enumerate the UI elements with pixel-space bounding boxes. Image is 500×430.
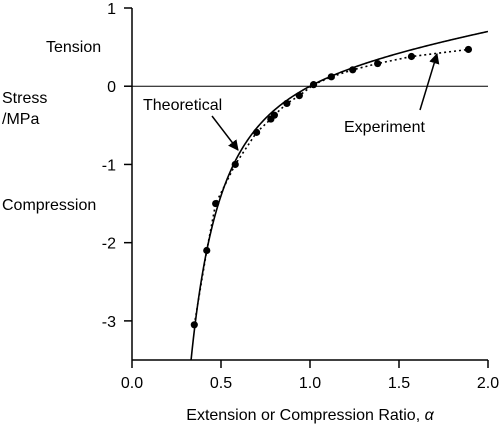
experiment-point	[309, 81, 318, 89]
x-tick-label: 2.0	[477, 375, 499, 392]
y-axis-label-line-1: Stress	[2, 90, 47, 107]
x-axis-label-text: Extension or Compression Ratio,	[186, 407, 424, 424]
y-tick-label: -2	[102, 236, 116, 253]
series-theoretical-line	[190, 30, 488, 360]
annotation-experiment-arrow	[419, 52, 440, 111]
experiment-point	[464, 45, 473, 54]
y-tick-label: 1	[107, 1, 116, 18]
experiment-point	[203, 246, 211, 255]
series-experiment-line	[193, 48, 469, 325]
experiment-point	[374, 59, 382, 68]
x-tick-label: 1.5	[388, 375, 410, 392]
x-ticks: 0.0 0.5 1.0 1.5 2.0	[121, 360, 499, 392]
annotation-theoretical-arrow	[211, 115, 239, 151]
x-tick-label: 0.5	[210, 375, 232, 392]
experiment-point	[231, 160, 239, 169]
x-axis-label: Extension or Compression Ratio, α	[186, 407, 434, 424]
series-experiment-points	[190, 45, 473, 329]
y-tick-label: 0	[107, 79, 116, 96]
experiment-point	[270, 111, 278, 119]
experiment-point	[190, 321, 198, 329]
tension-label: Tension	[46, 39, 101, 56]
y-tick-label: -1	[102, 157, 116, 174]
x-tick-label: 1.0	[299, 375, 321, 392]
x-axis-label-symbol: α	[425, 407, 435, 424]
x-tick-label: 0.0	[121, 375, 143, 392]
compression-label: Compression	[2, 197, 96, 214]
experiment-point	[253, 128, 261, 136]
annotation-experiment: Experiment	[344, 119, 425, 136]
experiment-point	[327, 73, 335, 81]
experiment-point	[295, 92, 303, 100]
y-tick-label: -3	[102, 314, 116, 331]
experiment-point	[349, 66, 357, 74]
experiment-point	[407, 52, 416, 61]
experiment-point	[283, 99, 291, 108]
annotation-theoretical: Theoretical	[143, 97, 222, 114]
y-ticks: 1 0 -1 -2 -3	[102, 1, 132, 331]
y-axis-label: Stress /MPa	[2, 90, 52, 128]
experiment-point	[212, 199, 220, 208]
y-axis-label-line-2: /MPa	[2, 111, 39, 128]
